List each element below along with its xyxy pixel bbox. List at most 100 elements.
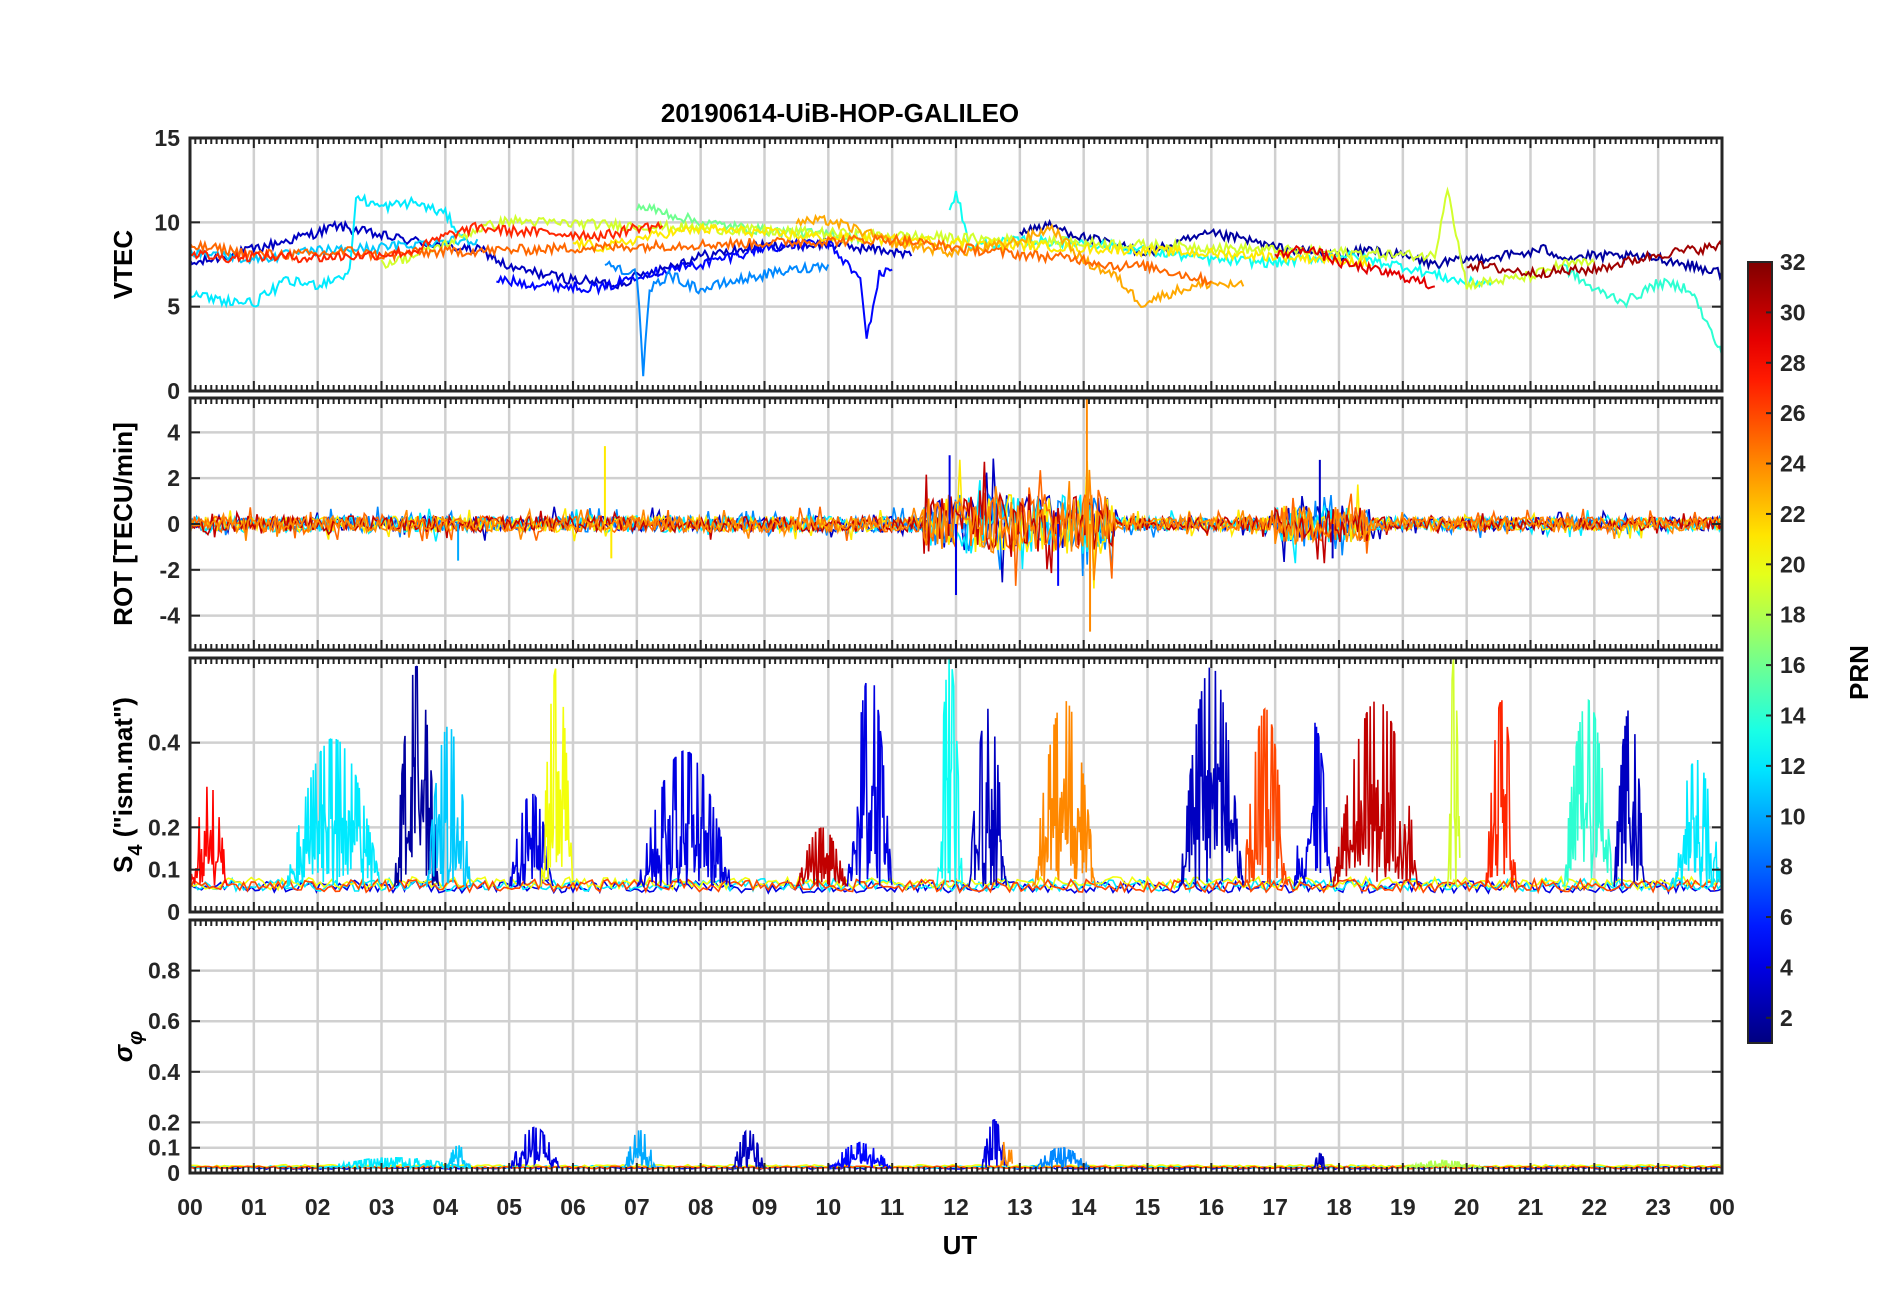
s4-burst-prn-2 [393,665,440,887]
rot-trace-prn-30 [190,461,1722,574]
x-tick-label: 06 [560,1194,586,1220]
x-axis-label: UT [943,1230,978,1260]
sigma-burst-prn-5 [828,1141,892,1171]
panel-ticks-sigma [189,920,1723,1174]
y-tick-label: 0 [167,899,180,925]
colorbar-tick-label: 2 [1780,1005,1793,1031]
sigma-burst-prn-3 [1312,1152,1326,1170]
y-axis-label-rest: ("ism.mat") [108,697,138,844]
colorbar-tick-label: 4 [1780,954,1793,980]
colorbar-scale [1747,261,1773,1044]
x-tick-label: 23 [1645,1194,1671,1220]
x-tick-label: 20 [1454,1194,1480,1220]
y-tick-label: 0.4 [148,730,180,756]
s4-burst-prn-30 [1332,701,1423,888]
panel-ticks-vtec [189,137,1723,392]
s4-burst-prn-27 [1485,700,1518,889]
y-tick-label: 0.8 [148,958,180,984]
vtec-series-prn-29 [1274,244,1435,290]
sigma-burst-prn-4 [508,1126,561,1170]
y-tick-label: 0.4 [148,1059,180,1085]
sigma-burst-prn-10 [623,1130,657,1169]
x-tick-label: 08 [688,1194,714,1220]
s4-burst-prn-12 [1670,759,1722,888]
panel-grid-sigma [190,920,1722,1173]
colorbar-tick-label: 20 [1780,551,1806,577]
colorbar-tick-label: 8 [1780,854,1793,880]
vtec-series-prn-12 [190,193,466,309]
colorbar-tick-label: 30 [1780,299,1806,325]
x-tick-label: 16 [1199,1194,1225,1220]
rot-trace-prn-24 [190,469,1722,581]
vtec-series-prn-31 [1466,240,1722,280]
x-tick-label: 17 [1262,1194,1288,1220]
panel-sigma: 00.10.2 0.4 0.6 0.8 σφ [108,918,1724,1186]
s4-burst-prn-26 [1242,707,1289,888]
x-axis: 00 01 02 03 04 05 06 07 08 09 10 11 12 13 14 15 16 17 18 19… [177,1194,1735,1220]
y-tick-label: 5 [167,294,180,320]
sigma-burst-prn-24 [999,1141,1014,1168]
sigma-burst-prn-9 [1032,1146,1090,1170]
sigma-burst-prn-11 [444,1145,472,1170]
x-tick-label: 00 [1709,1194,1735,1220]
s4-burst-prn-4 [1293,722,1333,887]
x-tick-label: 05 [496,1194,522,1220]
y-tick-label: 0 [167,378,180,404]
panel-s4: 00.10.20.4S4 ("ism.mat") [108,656,1724,925]
s4-burst-prn-30 [795,827,848,888]
panel-ticks-s4 [189,658,1723,913]
panel-ticks-rot [189,398,1723,650]
x-tick-label: 04 [433,1194,459,1220]
y-tick-label: 4 [167,419,180,445]
y-axis-label-sigma: σφ [108,1031,147,1062]
x-tick-label: 15 [1135,1194,1161,1220]
y-tick-label: 15 [154,125,180,151]
y-tick-label: 0.2 [148,814,180,840]
x-tick-label: 13 [1007,1194,1033,1220]
colorbar-tick-label: 22 [1780,501,1806,527]
y-tick-label: -2 [160,557,180,583]
y-tick-label: -4 [160,603,181,629]
s4-burst-prn-11 [425,726,472,889]
s4-burst-prn-12 [285,738,382,888]
y-axis-label-main: S [108,856,138,873]
colorbar-tick-label: 16 [1780,652,1806,678]
x-tick-label: 18 [1326,1194,1352,1220]
y-tick-label: 10 [154,209,180,235]
y-tick-label: 0.1 [148,857,180,883]
x-tick-label: 01 [241,1194,267,1220]
sigma-burst-prn-4 [981,1118,1008,1169]
x-tick-label: 11 [880,1194,905,1220]
s4-burst-prn-4 [508,793,554,888]
colorbar-label: PRN [1844,645,1874,700]
y-tick-label: 0 [167,1160,180,1186]
panel-data-vtec [190,186,1722,377]
sigma-burst-prn-3 [731,1129,765,1170]
y-tick-label: 0 [167,511,180,537]
s4-burst-prn-3 [968,708,1008,887]
panel-data-s4 [190,658,1722,895]
chart-title: 20190614-UiB-HOP-GALILEO [661,98,1019,128]
y-axis-label-sub: φ [125,1031,147,1045]
x-tick-label: 00 [177,1194,203,1220]
vtec-series-prn-14 [1561,262,1722,356]
s4-burst-prn-20 [540,668,574,887]
vtec-series-prn-27 [190,220,664,264]
s4-burst-prn-24 [1031,701,1097,888]
x-tick-label: 19 [1390,1194,1416,1220]
y-tick-label: 2 [167,465,180,491]
colorbar-tick-label: 18 [1780,602,1806,628]
y-tick-label: 0.6 [148,1008,180,1034]
colorbar-tick-label: 14 [1780,702,1806,728]
x-tick-label: 12 [943,1194,969,1220]
x-tick-label: 22 [1582,1194,1608,1220]
x-tick-label: 09 [752,1194,778,1220]
s4-burst-prn-13 [936,658,963,887]
y-axis-label-rot: ROT [TECU/min] [108,422,138,626]
s4-burst-prn-14 [1561,698,1614,887]
x-tick-label: 14 [1071,1194,1097,1220]
s4-burst-prn-4 [846,682,893,887]
